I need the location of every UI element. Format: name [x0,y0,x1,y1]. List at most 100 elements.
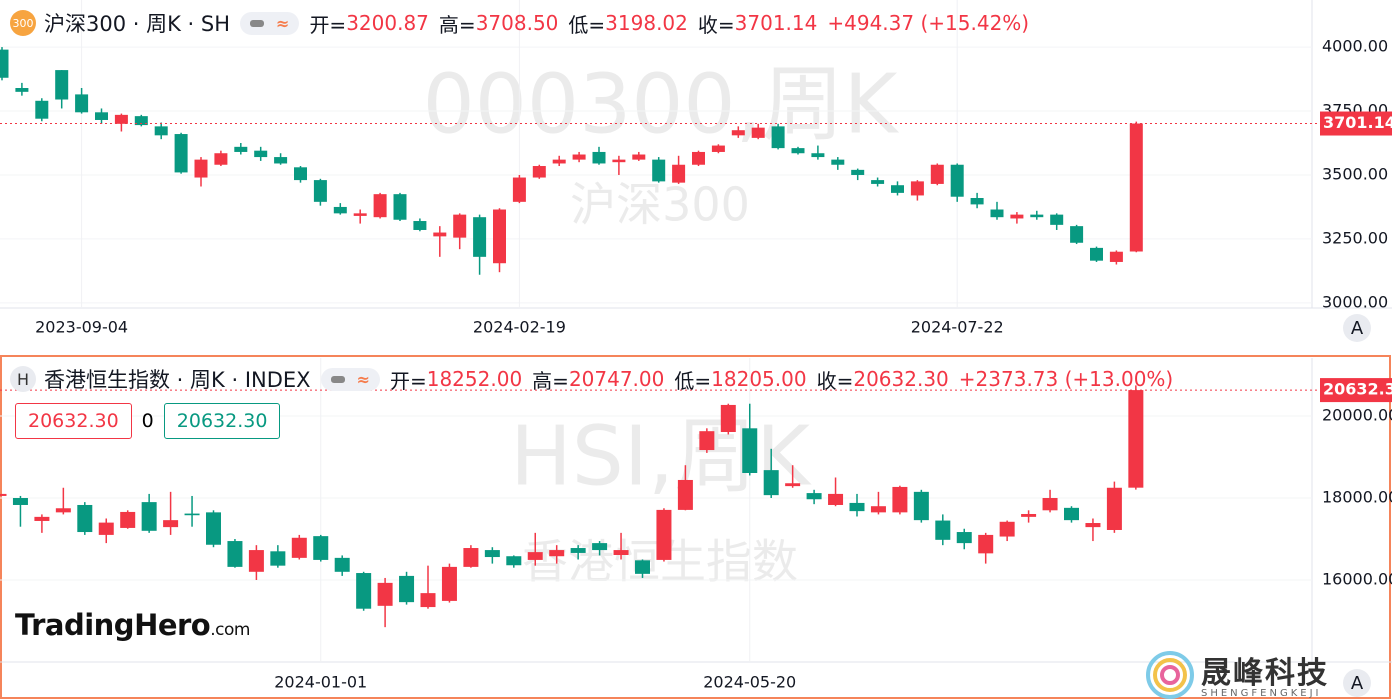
candle-body [174,134,188,173]
y-tick-label: 3000.00 [1322,292,1388,311]
candle-body [751,127,765,138]
x-tick-label: 2024-01-01 [274,673,367,692]
candle-body [313,536,329,560]
candle-body [234,146,248,152]
candle-body [849,502,865,512]
candle-body [12,498,28,505]
candle-body [870,506,886,513]
candle-body [999,521,1015,537]
candle-body [399,575,415,603]
candle-body [420,593,436,608]
candle-body [656,509,672,560]
brand-name: TradingHero [15,608,211,642]
candle-body [1010,214,1024,219]
candle-body [950,164,964,197]
symbol-icon: H [10,366,36,392]
ohlc-label: 低= [568,12,606,37]
candle-body [373,194,387,218]
ohlc-label: 收= [697,12,735,37]
candle-body [463,548,479,567]
chart-header: 300 沪深300 · 周K · SH ≈ 开= 3200.87 高= 3708.5… [10,8,1029,38]
candle-body [1050,214,1064,225]
brand-suffix: .com [210,620,250,640]
candle-body [473,217,487,257]
candle-body [1021,513,1037,517]
candle-body [291,537,307,558]
ohlc-value: 3198.02 [605,11,688,35]
toggle-pill[interactable]: ≈ [320,367,380,391]
candle-body [532,166,546,178]
candle-body [632,154,646,160]
candle-body [910,181,924,196]
auto-scale-button[interactable]: A [1343,314,1371,342]
candle-body [393,194,407,220]
candle-body [313,180,327,202]
change: +494.37 (+15.42%) [827,11,1030,35]
candle-body [763,470,779,496]
candle-body [913,491,929,521]
ohlc-value: 20632.30 [853,367,949,391]
candle-body [0,49,9,78]
ohlc-value: 3200.87 [346,11,429,35]
ohlc-value: 18205.00 [711,367,807,391]
ohlc-label: 收= [816,368,854,393]
active-panel-border [0,355,1391,699]
chart-header: H 香港恒生指数 · 周K · INDEX ≈ 开= 18252.00 高= 207… [10,364,1173,394]
candle-body [527,552,543,560]
toggle-pill[interactable]: ≈ [240,11,300,35]
candle-body [353,213,367,216]
logo-swirl [1146,651,1194,699]
candle-body [613,550,629,555]
order-panel: 20632.30 0 20632.30 [15,403,281,439]
candle-body [572,154,586,160]
candle-body [1070,226,1084,243]
candle-body [1085,523,1101,528]
ohlc-label: 低= [674,368,712,393]
x-tick-label: 2023-09-04 [35,318,128,337]
candle-body [1109,251,1123,262]
candle-body [871,180,885,184]
candle-body [98,522,114,535]
x-tick-label: 2024-02-19 [473,318,566,337]
company-name: 晟峰科技 [1201,656,1329,691]
candle-body [891,185,904,193]
y-tick-label: 4000.00 [1322,37,1388,56]
candle-body [206,512,221,545]
candle-body [134,116,148,126]
company-pinyin: SHENGFENGKEJI [1201,688,1322,699]
candle-body [184,513,200,516]
auto-scale-button[interactable]: A [1343,669,1371,697]
brand: TradingHero.com [15,608,250,642]
candle-body [248,550,264,572]
candle-body [652,159,666,182]
candle-body [15,88,29,92]
candle-body [333,206,347,214]
candle-body [1129,123,1143,252]
candle-body [828,493,844,505]
ohlc-value: 18252.00 [426,367,523,391]
candle-body [785,483,801,487]
candle-body [892,486,908,513]
sell-box[interactable]: 20632.30 [15,403,132,439]
candle-body [1064,507,1079,521]
x-tick-label: 2024-07-22 [911,318,1004,337]
candle-body [1090,247,1103,261]
y-tick-label: 18000.00 [1322,488,1392,507]
last-price-label: 3701.14 [1323,113,1392,132]
candle-body [1042,498,1058,511]
candle-body [270,551,286,566]
candle-body [413,221,427,230]
buy-box[interactable]: 20632.30 [163,403,281,439]
candle-body [806,493,822,500]
last-price-tag [1320,378,1392,403]
candle-body [0,493,7,496]
candle-body [1106,487,1122,530]
candle-body [163,520,179,528]
candle-body [55,70,69,100]
ohlc-label: 开= [389,368,427,393]
last-price-tag [1320,111,1392,136]
candle-body [549,550,565,557]
candle-body [227,541,243,567]
symbol-icon: 300 [10,10,36,36]
